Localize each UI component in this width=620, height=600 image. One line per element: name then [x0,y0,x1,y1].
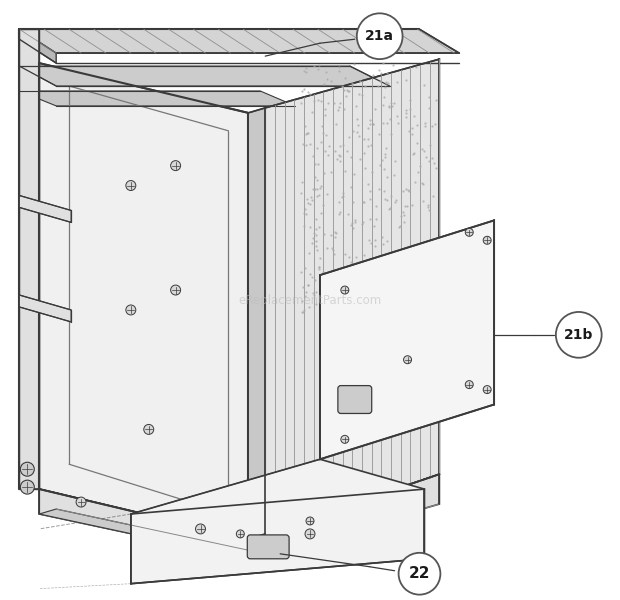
Text: 22: 22 [409,566,430,581]
Polygon shape [19,29,56,63]
Circle shape [144,424,154,434]
Polygon shape [19,66,389,86]
Circle shape [126,181,136,191]
Circle shape [404,356,412,364]
Circle shape [341,286,349,294]
Circle shape [399,553,440,595]
Circle shape [170,161,180,170]
Circle shape [76,497,86,507]
Circle shape [483,236,491,244]
Circle shape [483,386,491,394]
Polygon shape [131,459,425,584]
Circle shape [556,312,601,358]
Circle shape [465,229,473,236]
Polygon shape [39,63,248,539]
Text: 21b: 21b [564,328,593,342]
Text: eReplacementParts.com: eReplacementParts.com [238,293,382,307]
Polygon shape [19,29,459,53]
Circle shape [341,436,349,443]
Polygon shape [19,91,295,106]
Circle shape [170,285,180,295]
Polygon shape [265,59,440,534]
Polygon shape [320,220,494,459]
Polygon shape [39,474,440,559]
FancyBboxPatch shape [338,386,372,413]
Circle shape [20,480,34,494]
Circle shape [356,13,402,59]
Circle shape [195,524,205,534]
Polygon shape [248,108,265,539]
Circle shape [306,517,314,525]
Polygon shape [39,509,265,559]
FancyBboxPatch shape [247,535,289,559]
Circle shape [465,380,473,389]
Polygon shape [19,196,71,223]
Circle shape [236,530,244,538]
Polygon shape [19,295,71,322]
Circle shape [126,305,136,315]
Circle shape [20,462,34,476]
Text: 21a: 21a [365,29,394,43]
Polygon shape [19,29,39,489]
Circle shape [305,529,315,539]
